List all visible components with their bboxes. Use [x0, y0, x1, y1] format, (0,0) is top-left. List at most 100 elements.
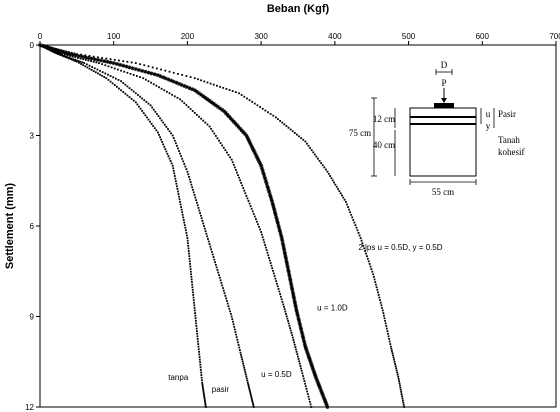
data-point	[126, 94, 129, 97]
data-point	[233, 121, 238, 126]
data-point	[237, 174, 239, 177]
data-point	[121, 63, 126, 68]
data-point	[59, 49, 64, 54]
data-point	[308, 400, 311, 403]
y-tick-label: 0	[30, 41, 35, 50]
data-point	[61, 50, 66, 55]
data-point	[286, 267, 291, 272]
data-point	[191, 286, 194, 289]
data-point	[79, 57, 82, 60]
data-point	[312, 370, 317, 375]
data-point	[376, 288, 379, 291]
data-point	[200, 376, 203, 379]
data-point	[135, 75, 138, 77]
data-point	[384, 319, 386, 322]
data-point	[168, 157, 171, 160]
data-point	[242, 187, 245, 189]
data-point	[127, 65, 132, 70]
data-point	[208, 125, 211, 128]
data-point	[309, 361, 314, 366]
data-point	[251, 100, 254, 103]
data-point	[185, 104, 188, 107]
data-point	[117, 79, 120, 81]
data-point	[194, 196, 197, 199]
data-point	[200, 371, 203, 374]
data-point	[50, 48, 52, 51]
data-point	[172, 169, 175, 172]
data-point	[318, 160, 321, 162]
data-point	[360, 239, 363, 242]
data-point	[325, 405, 330, 409]
data-point	[230, 158, 233, 161]
data-point	[302, 339, 307, 344]
data-point	[183, 102, 186, 105]
data-point	[57, 53, 60, 55]
data-point	[294, 346, 297, 348]
data-point	[130, 97, 133, 100]
data-point	[132, 90, 135, 93]
data-point	[174, 177, 177, 180]
data-point	[194, 314, 197, 317]
data-point	[399, 384, 401, 387]
data-point	[261, 233, 263, 236]
data-point	[224, 149, 227, 152]
data-point	[91, 66, 94, 68]
data-point	[88, 55, 91, 57]
data-point	[339, 192, 342, 195]
data-point	[111, 82, 114, 85]
data-point	[112, 76, 115, 79]
data-point	[247, 385, 250, 388]
data-point	[203, 80, 206, 83]
data-point	[272, 269, 274, 272]
data-point	[73, 52, 76, 55]
data-point	[177, 147, 179, 150]
inset-box	[409, 107, 477, 177]
data-point	[203, 225, 205, 227]
data-point	[193, 304, 196, 307]
data-point	[186, 239, 189, 242]
data-point	[186, 234, 188, 237]
data-point	[152, 108, 155, 111]
data-point	[191, 186, 194, 189]
curve-label: tanpa	[168, 373, 189, 382]
data-point	[215, 266, 218, 269]
data-point	[386, 330, 389, 333]
data-point	[177, 190, 179, 193]
data-point	[212, 256, 215, 258]
data-point	[378, 296, 381, 299]
data-point	[219, 142, 222, 144]
data-point	[79, 60, 82, 63]
data-point	[136, 103, 139, 106]
data-point	[65, 50, 68, 53]
data-point	[290, 287, 295, 292]
data-point	[222, 287, 224, 289]
data-point	[235, 333, 237, 336]
data-point	[197, 340, 199, 343]
data-point	[85, 63, 88, 66]
data-point	[277, 288, 280, 290]
data-point	[71, 58, 74, 61]
data-point	[374, 281, 377, 283]
data-point	[99, 73, 101, 76]
data-point	[399, 386, 402, 389]
data-point	[372, 275, 375, 278]
data-point	[310, 406, 313, 408]
curve-labels: tanpa pasir u = 0.5D u = 1.0D 2 lps u = 0.5D…	[168, 243, 442, 394]
data-point	[304, 385, 307, 388]
data-point	[238, 126, 243, 131]
data-point	[257, 159, 262, 164]
data-point	[176, 188, 179, 190]
data-point	[198, 358, 201, 361]
data-point	[170, 162, 173, 165]
data-point	[154, 110, 157, 113]
data-point	[75, 53, 78, 55]
data-point	[297, 358, 300, 360]
data-point	[282, 251, 287, 256]
data-point	[227, 114, 232, 119]
data-point	[44, 44, 49, 49]
inset-label-y: y	[486, 121, 491, 131]
data-point	[78, 61, 80, 64]
data-point	[206, 235, 209, 238]
inset-label-12cm: 12 cm	[373, 114, 395, 124]
data-point	[300, 331, 305, 336]
